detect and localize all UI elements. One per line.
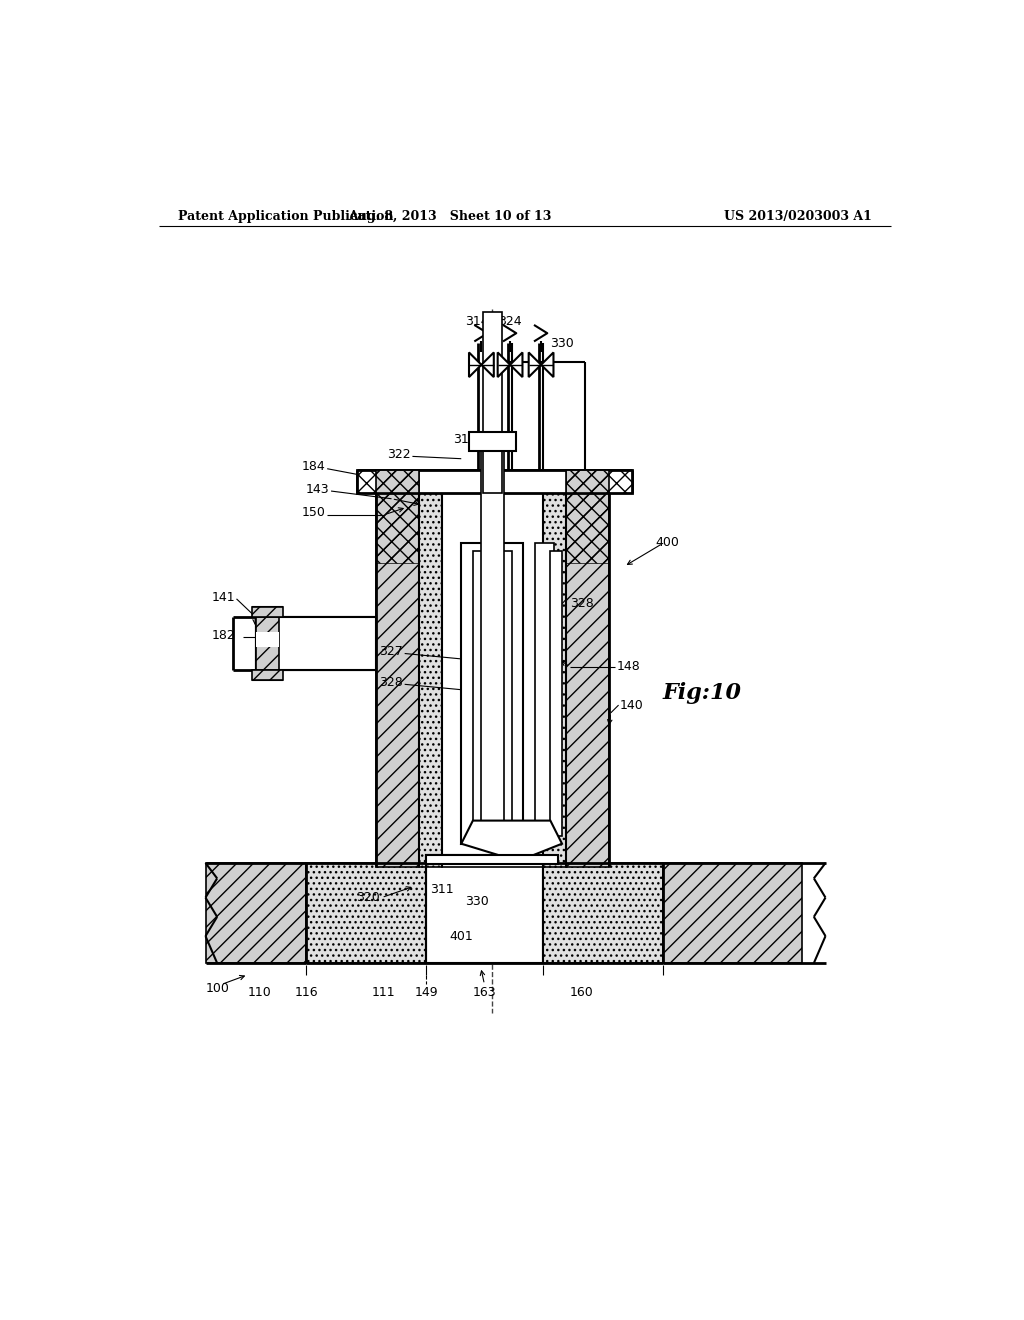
Text: 148: 148	[616, 660, 640, 673]
Bar	[566, 470, 608, 494]
Text: 324: 324	[499, 314, 522, 327]
Polygon shape	[498, 352, 510, 378]
Bar	[252, 607, 283, 616]
Text: 149: 149	[415, 986, 438, 999]
Text: 330: 330	[550, 337, 574, 350]
Bar	[426, 855, 543, 863]
Text: 184: 184	[302, 459, 326, 473]
Bar	[442, 494, 543, 867]
Bar	[566, 494, 608, 867]
Bar	[543, 494, 566, 867]
Text: Fig:10: Fig:10	[663, 682, 741, 704]
Text: 110: 110	[248, 986, 272, 999]
Text: 150: 150	[302, 506, 326, 519]
Polygon shape	[469, 352, 481, 378]
Text: 327: 327	[379, 644, 403, 657]
Bar	[469, 432, 515, 451]
Text: US 2013/0203003 A1: US 2013/0203003 A1	[724, 210, 872, 223]
Bar	[663, 863, 802, 964]
Bar	[376, 494, 419, 562]
Bar	[356, 470, 419, 494]
Bar	[256, 616, 280, 671]
Text: 182: 182	[211, 630, 234, 643]
Text: Aug. 8, 2013   Sheet 10 of 13: Aug. 8, 2013 Sheet 10 of 13	[348, 210, 551, 223]
Text: 330: 330	[465, 895, 488, 908]
Text: 143: 143	[306, 483, 330, 496]
Bar	[256, 616, 376, 671]
Text: 116: 116	[295, 986, 318, 999]
Text: 328: 328	[379, 676, 403, 689]
Bar	[306, 863, 426, 964]
Bar	[356, 470, 632, 494]
Bar	[376, 494, 419, 867]
Polygon shape	[541, 352, 554, 378]
Polygon shape	[481, 352, 494, 378]
Bar	[426, 863, 543, 964]
Bar	[419, 494, 442, 867]
Bar	[550, 552, 562, 836]
Bar	[280, 620, 372, 667]
Text: 141: 141	[211, 591, 234, 603]
Bar	[426, 855, 558, 865]
Text: 310: 310	[454, 433, 477, 446]
Bar	[535, 544, 554, 843]
Text: 160: 160	[569, 986, 594, 999]
Bar	[543, 863, 663, 964]
Bar	[376, 470, 419, 494]
Text: 163: 163	[473, 986, 497, 999]
Bar	[480, 451, 504, 829]
Bar	[461, 544, 523, 843]
Text: 311: 311	[430, 883, 454, 896]
Text: 400: 400	[655, 536, 679, 549]
Text: 140: 140	[621, 698, 644, 711]
Polygon shape	[510, 352, 522, 378]
Bar	[252, 671, 283, 680]
Bar	[483, 313, 502, 494]
Text: 314: 314	[465, 314, 488, 327]
Bar	[566, 470, 632, 494]
Polygon shape	[528, 352, 541, 378]
Text: 100: 100	[206, 982, 229, 995]
Text: 111: 111	[372, 986, 395, 999]
Bar	[473, 552, 512, 836]
Polygon shape	[461, 821, 562, 859]
Text: 322: 322	[387, 449, 411, 462]
Text: 320: 320	[356, 891, 380, 904]
Bar	[566, 494, 608, 562]
Bar	[256, 632, 280, 647]
Bar	[206, 863, 306, 964]
Text: 401: 401	[450, 929, 473, 942]
Text: 328: 328	[569, 597, 594, 610]
Text: Patent Application Publication: Patent Application Publication	[178, 210, 394, 223]
